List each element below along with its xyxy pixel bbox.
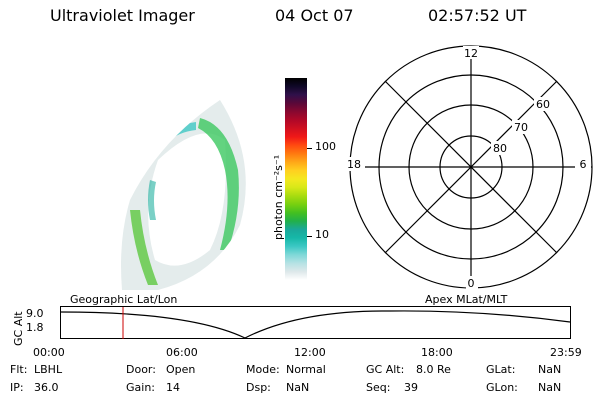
status-glon-key: GLon:: [486, 381, 518, 394]
geographic-label: Geographic Lat/Lon: [70, 293, 178, 306]
status-flt-value: LBHL: [34, 363, 63, 376]
time-tick-0600: 06:00: [166, 346, 198, 359]
gc-alt-tick-high: 9.0: [26, 307, 44, 320]
status-seq-key: Seq:: [366, 381, 391, 394]
status-ip-key: IP:: [10, 381, 24, 394]
status-seq-value: 39: [404, 381, 418, 394]
status-dsp-key: Dsp:: [246, 381, 271, 394]
time-tick-0000: 00:00: [33, 346, 65, 359]
status-flt-key: Flt:: [10, 363, 28, 376]
colorbar-tick-10: 10: [315, 228, 329, 241]
time-label: 02:57:52 UT: [428, 6, 527, 25]
time-tick-1800: 18:00: [421, 346, 453, 359]
status-mode-value: Normal: [286, 363, 326, 376]
lat-80-label: 80: [493, 142, 507, 155]
time-tick-1200: 12:00: [294, 346, 326, 359]
status-glat-value: NaN: [538, 363, 562, 376]
status-gcalt-value: 8.0 Re: [416, 363, 451, 376]
status-gcalt-key: GC Alt:: [366, 363, 405, 376]
lat-70-label: 70: [514, 121, 528, 134]
mlt-18-label: 18: [347, 158, 361, 171]
status-dsp-value: NaN: [286, 381, 310, 394]
mlt-12-label: 12: [464, 47, 478, 60]
status-door-value: Open: [166, 363, 196, 376]
orbit-track-plot: [60, 306, 571, 339]
colorbar-gradient: [285, 78, 307, 280]
app-title: Ultraviolet Imager: [50, 6, 195, 25]
status-gain-key: Gain:: [126, 381, 155, 394]
date-label: 04 Oct 07: [275, 6, 354, 25]
polar-plot: 12 18 6 0 60 70 80: [343, 45, 593, 290]
colorbar-label: photon cm⁻²s⁻¹: [272, 154, 285, 240]
status-ip-value: 36.0: [34, 381, 59, 394]
auroral-image: [121, 100, 246, 290]
status-gain-value: 14: [166, 381, 180, 394]
mlt-6-label: 6: [580, 158, 587, 171]
gc-alt-tick-low: 1.8: [26, 321, 44, 334]
colorbar-tick-100: 100: [315, 140, 336, 153]
status-glat-key: GLat:: [486, 363, 516, 376]
gc-alt-axis-label: GC Alt: [12, 311, 25, 346]
time-tick-2359: 23:59: [550, 346, 582, 359]
colorbar: 100 10: [285, 78, 336, 280]
apex-label: Apex MLat/MLT: [425, 293, 508, 306]
status-door-key: Door:: [126, 363, 156, 376]
status-mode-key: Mode:: [246, 363, 280, 376]
status-glon-value: NaN: [538, 381, 562, 394]
lat-60-label: 60: [536, 98, 550, 111]
mlt-0-label: 0: [468, 277, 475, 290]
